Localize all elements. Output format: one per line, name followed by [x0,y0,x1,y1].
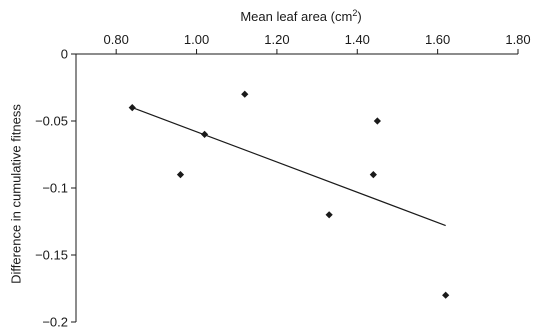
data-point [369,171,377,179]
data-point [128,104,136,112]
data-point [442,291,450,299]
trend-line [132,107,446,227]
data-point [373,117,381,125]
axes [75,53,518,322]
data-point [176,171,185,179]
y-tick-label: −0.1 [42,181,68,196]
y-axis-ticks: 0 −0.05 −0.1 −0.15 −0.2 [35,47,76,330]
y-tick-label: −0.05 [35,114,68,129]
x-tick-label: 1.60 [425,32,450,47]
y-tick-label: −0.2 [42,315,68,330]
y-tick-label: 0 [61,47,68,62]
data-point [200,130,209,138]
y-axis-title: Difference in cumulative fitness [8,104,23,284]
x-tick-label: 0.80 [104,32,129,47]
x-tick-label: 1.40 [345,32,370,47]
data-points [128,90,450,299]
data-point [325,211,333,219]
x-tick-label: 1.80 [505,32,530,47]
x-tick-label: 1.00 [184,32,209,47]
x-tick-label: 1.20 [264,32,289,47]
y-tick-label: −0.15 [35,248,68,263]
x-axis-title-superscript: 2 [352,8,357,18]
x-axis-title-tail: ) [357,9,361,24]
x-axis-ticks: 0.80 1.00 1.20 1.40 1.60 1.80 [104,32,531,54]
data-point [241,90,249,98]
x-axis-title: Mean leaf area (cm2) [240,8,361,24]
x-axis-title-main: Mean leaf area (cm [240,9,352,24]
